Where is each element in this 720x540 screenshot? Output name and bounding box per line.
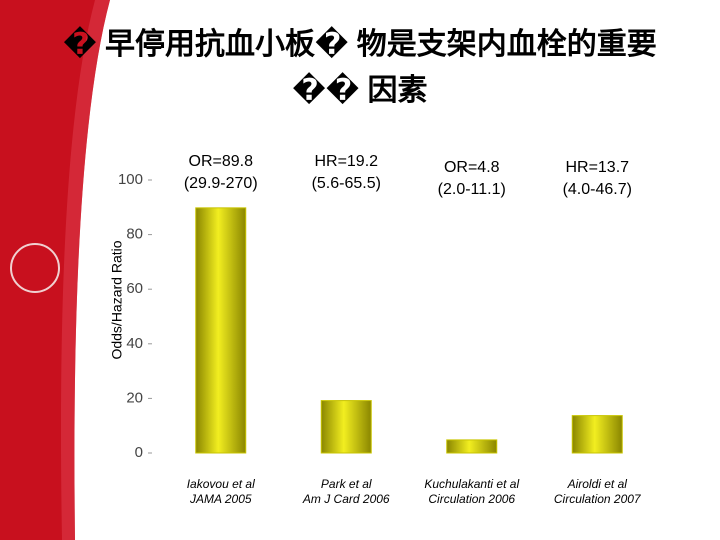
annotation: HR=13.7 [565, 159, 629, 176]
side-band-edge [60, 0, 110, 540]
y-tick-label: 100 [118, 171, 143, 188]
y-tick-label: 0 [135, 444, 143, 461]
source-label: Circulation 2006 [428, 492, 515, 506]
bar [446, 439, 498, 454]
source-label: Am J Card 2006 [302, 492, 390, 506]
annotation: (5.6-65.5) [312, 175, 381, 192]
x-tick-label: Park et al [321, 477, 372, 491]
y-tick-label: 40 [126, 335, 143, 352]
logo [10, 243, 60, 293]
annotation: OR=89.8 [189, 153, 254, 170]
annotation: OR=4.8 [444, 159, 500, 176]
y-tick-label: 60 [126, 280, 143, 297]
y-tick-label: 80 [126, 226, 143, 243]
x-tick-label: Iakovou et al [187, 477, 255, 491]
annotation: (29.9-270) [184, 175, 258, 192]
bar [320, 400, 372, 454]
annotation: HR=19.2 [314, 153, 378, 170]
y-tick-label: 20 [126, 389, 143, 406]
source-label: JAMA 2005 [189, 492, 252, 506]
source-label: Circulation 2007 [554, 492, 642, 506]
x-tick-label: Kuchulakanti et al [424, 477, 519, 491]
title-line: � 早停用抗血小板� 物是支架内血栓的重要 [63, 26, 656, 61]
bar [195, 207, 247, 454]
x-tick-label: Airoldi et al [567, 477, 628, 491]
y-axis-label: Odds/Hazard Ratio [109, 240, 125, 359]
annotation: (2.0-11.1) [438, 181, 506, 198]
title-line: �� 因素 [292, 72, 427, 107]
annotation: (4.0-46.7) [563, 181, 632, 198]
bar [571, 415, 623, 454]
